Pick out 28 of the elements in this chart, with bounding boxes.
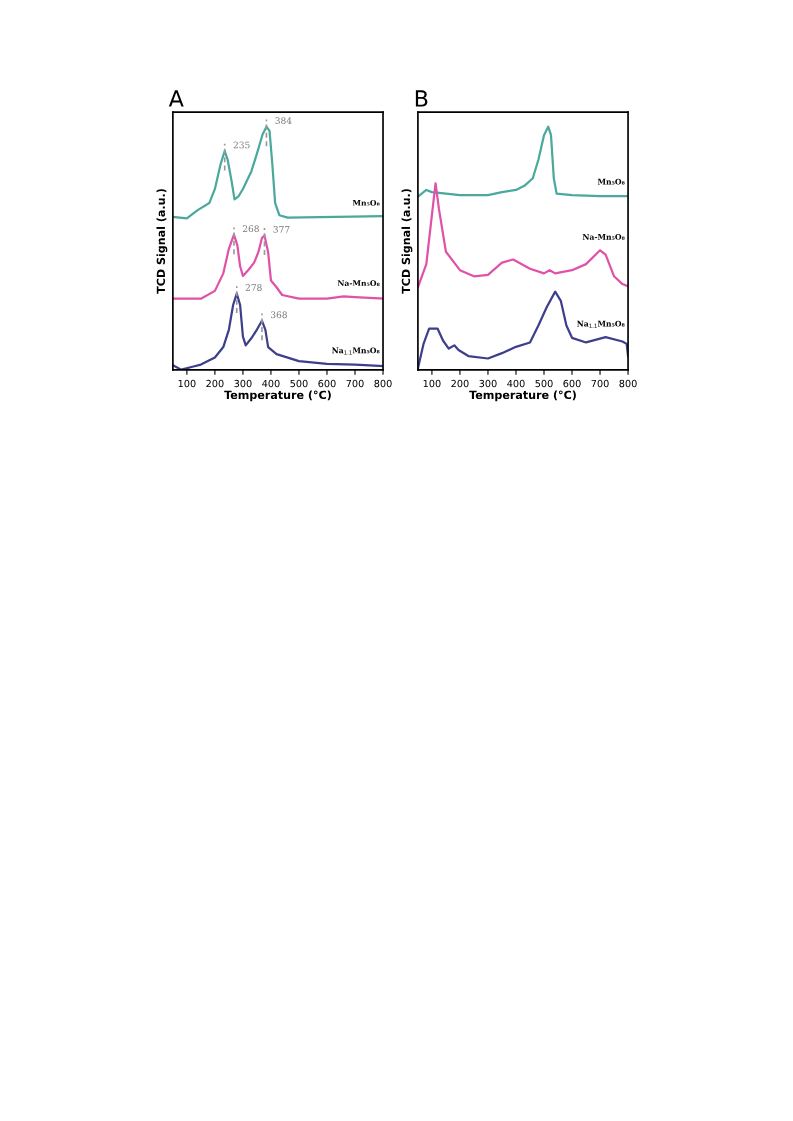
x-tick-label: 400 <box>262 379 280 388</box>
annotation: 268 <box>242 225 259 233</box>
x-axis-title: Temperature (°C) <box>224 390 331 402</box>
annotation: 368 <box>271 311 287 319</box>
y-axis-title: TCD Signal (a.u.) <box>401 189 413 294</box>
x-tick-label: 200 <box>451 379 469 388</box>
annotation: 377 <box>273 225 290 233</box>
chart-title: A <box>168 90 184 107</box>
x-tick-label: 500 <box>535 379 553 388</box>
x-tick-label: 200 <box>206 379 224 388</box>
x-tick-label: 100 <box>423 379 441 388</box>
x-tick-label: 600 <box>563 379 581 388</box>
chart-title: B <box>415 90 428 107</box>
x-tick-label: 700 <box>591 379 609 388</box>
x-tick-label: 600 <box>318 379 336 388</box>
x-tick-label: 400 <box>507 379 525 388</box>
x-tick-label: 300 <box>234 379 252 388</box>
x-tick-label: 800 <box>374 379 392 388</box>
x-tick-label: 800 <box>619 379 637 388</box>
x-tick-label: 700 <box>346 379 364 388</box>
x-tick-label: 500 <box>290 379 308 388</box>
annotation: 384 <box>275 117 292 125</box>
x-tick-label: 300 <box>479 379 497 388</box>
annotation: 235 <box>233 141 250 149</box>
annotation: 278 <box>245 284 262 291</box>
x-tick-label: 100 <box>178 379 196 388</box>
x-axis-title: Temperature (°C) <box>469 390 576 402</box>
y-axis-title: TCD Signal (a.u.) <box>156 189 168 294</box>
